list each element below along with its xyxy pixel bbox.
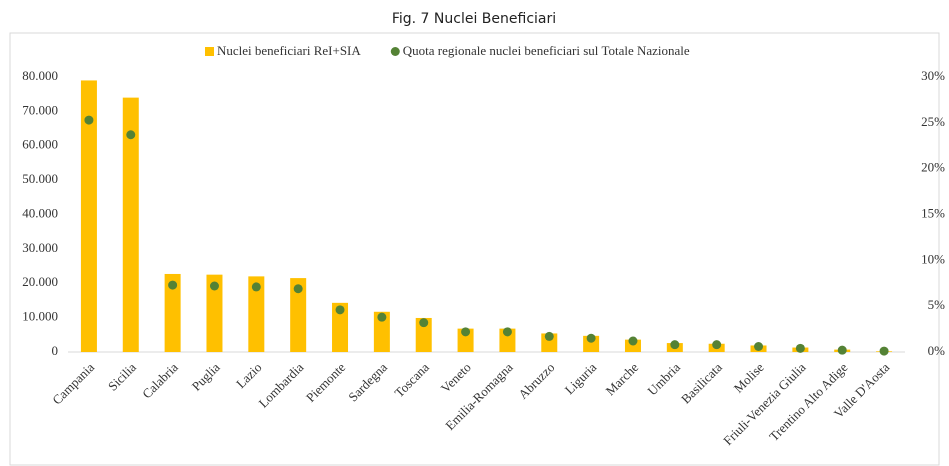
y-tick-label: 0 [52,343,59,358]
x-tick-label: Sicilia [105,359,139,393]
x-tick-label: Basilicata [678,359,725,406]
dot [670,340,680,350]
dot [84,115,94,125]
x-tick-label: Toscana [391,359,432,400]
legend-swatch [205,47,214,56]
dot [168,280,178,290]
y2-tick-label: 15% [921,205,945,220]
x-tick-label: Lazio [233,360,265,392]
y-tick-label: 80.000 [22,68,58,83]
legend-swatch [390,47,400,56]
y2-tick-label: 0% [928,343,946,358]
dot [293,284,303,294]
bar [373,311,390,352]
x-tick-label: Puglia [189,359,223,393]
y-tick-label: 70.000 [22,102,58,117]
legend-label: Nuclei beneficiari ReI+SIA [217,43,361,58]
y-tick-label: 10.000 [22,309,58,324]
y-tick-label: 30.000 [22,240,58,255]
legend-label: Quota regionale nuclei beneficiari sul T… [403,43,690,58]
x-tick-label: Umbria [644,359,683,398]
y-tick-label: 60.000 [22,137,58,152]
x-tick-label: Abruzzo [515,360,557,402]
y2-tick-label: 30% [921,68,945,83]
chart-title: Fig. 7 Nuclei Beneficiari [392,11,556,27]
dot [126,130,136,140]
y2-tick-label: 5% [928,297,946,312]
chart-border [9,32,940,466]
y2-tick-label: 20% [921,160,945,175]
y-tick-label: 50.000 [22,171,58,186]
bar [415,317,432,352]
dot [837,345,847,355]
x-tick-label: Campania [49,359,97,407]
bar [122,97,139,352]
x-tick-label: Liguria [562,359,600,397]
dot [712,340,722,350]
y2-tick-label: 25% [921,114,945,129]
x-tick-label: Trentino Alto Adige [766,359,850,443]
y2-tick-label: 10% [921,251,945,266]
x-tick-label: Marche [603,359,642,398]
x-tick-label: Calabria [139,359,181,401]
bar [206,274,223,352]
dot [628,336,638,346]
dot [502,327,512,337]
x-tick-label: Sardegna [345,359,390,404]
y-tick-label: 40.000 [22,205,58,220]
dot [209,281,219,291]
y-tick-label: 20.000 [22,274,58,289]
bar [499,328,516,352]
bar [457,328,474,352]
dot [335,305,345,315]
dot [544,331,554,341]
x-tick-label: Piemonte [303,359,348,404]
dot [461,327,471,337]
bar [248,276,265,352]
bar [290,278,307,352]
dot [377,312,387,322]
dot [754,342,764,351]
bar [164,273,181,352]
dot [879,346,889,356]
dot [419,318,429,328]
x-tick-label: Molise [731,359,767,395]
x-tick-label: Lombardia [255,359,306,410]
x-tick-label: Veneto [438,360,474,396]
dot [251,282,261,292]
bar [332,302,349,352]
bar [80,80,97,352]
dot [795,343,805,353]
dot [586,333,596,343]
